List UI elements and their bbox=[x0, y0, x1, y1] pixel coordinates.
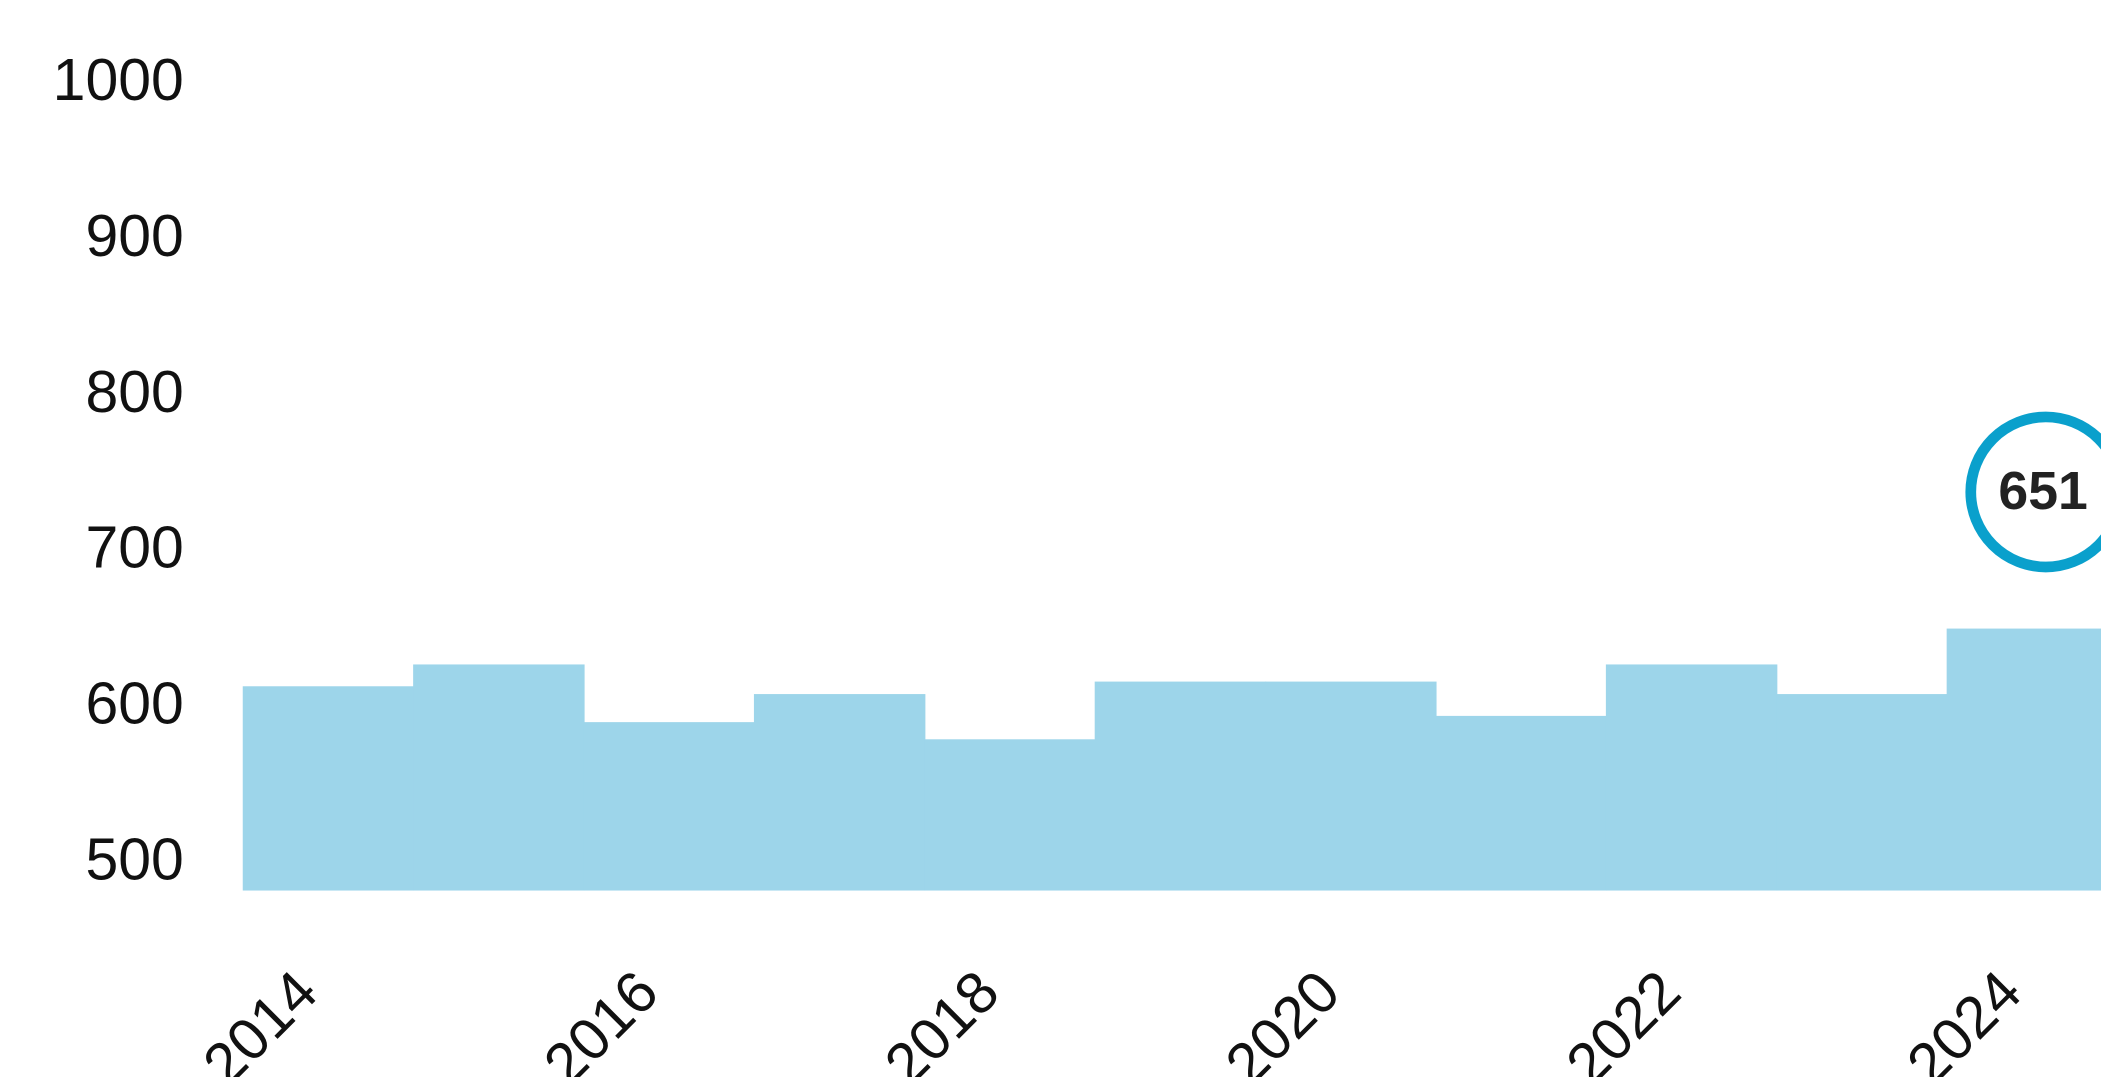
x-tick-label: 2018 bbox=[873, 959, 1012, 1077]
x-tick-label: 2022 bbox=[1554, 959, 1693, 1077]
y-tick-label: 700 bbox=[85, 516, 183, 581]
x-tick-label: 2014 bbox=[191, 959, 330, 1077]
step-area-segment bbox=[1435, 715, 1607, 891]
step-area-segment bbox=[753, 694, 926, 891]
y-tick-label: 900 bbox=[85, 204, 183, 269]
y-tick-label: 800 bbox=[85, 360, 183, 425]
x-tick-label: 2024 bbox=[1895, 959, 2034, 1077]
step-area-segment bbox=[583, 722, 755, 891]
y-tick-label: 1000 bbox=[53, 48, 184, 113]
value-bubble bbox=[1965, 411, 2101, 573]
step-area-segment bbox=[924, 739, 1096, 891]
y-tick-label: 600 bbox=[85, 672, 183, 737]
step-area-segment bbox=[242, 686, 415, 891]
step-area-segment bbox=[1946, 628, 2101, 891]
step-area-segment bbox=[413, 664, 585, 891]
x-tick-label: 2020 bbox=[1214, 959, 1353, 1077]
y-tick-label: 500 bbox=[85, 828, 183, 893]
value-label: 651 bbox=[1998, 461, 2087, 521]
x-tick-label: 2016 bbox=[532, 959, 671, 1077]
step-area-segment bbox=[1776, 694, 1948, 891]
step-area-segment bbox=[1605, 664, 1778, 891]
step-area-segment bbox=[1265, 681, 1437, 891]
step-area-segment bbox=[1094, 681, 1267, 891]
